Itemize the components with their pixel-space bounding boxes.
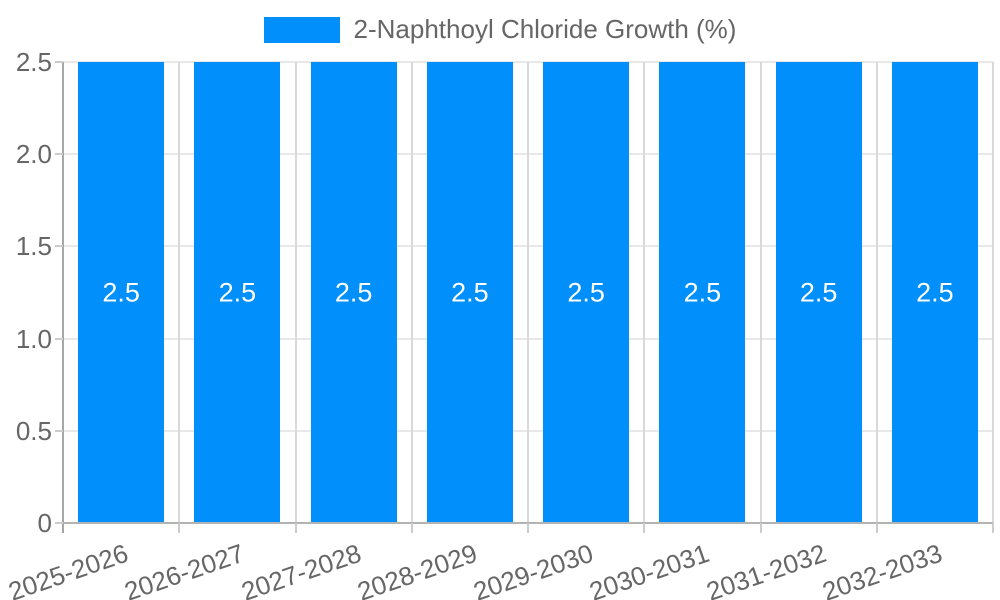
y-tick-mark	[55, 61, 63, 63]
x-tick-mark	[294, 523, 297, 533]
x-tick-mark	[759, 523, 762, 533]
bar[interactable]: 2.5	[659, 62, 746, 523]
y-tick-mark	[55, 153, 63, 156]
bar[interactable]: 2.5	[775, 62, 862, 523]
legend-item[interactable]: 2-Naphthoyl Chloride Growth (%)	[0, 14, 1000, 45]
bar-value-label: 2.5	[334, 277, 373, 307]
vertical-gridline	[410, 62, 413, 523]
bar-value-label: 2.5	[799, 277, 838, 307]
vertical-gridline	[992, 62, 994, 523]
vertical-gridline	[875, 62, 878, 523]
bar-value-label: 2.5	[102, 277, 140, 307]
bar-value-label: 2.5	[567, 277, 605, 307]
legend-label: 2-Naphthoyl Chloride Growth (%)	[353, 14, 737, 44]
bar[interactable]: 2.5	[78, 62, 165, 523]
x-tick-mark	[992, 523, 994, 533]
vertical-gridline	[294, 62, 297, 523]
y-tick-label: 0	[37, 508, 52, 538]
bar-value-label: 2.5	[451, 277, 489, 307]
y-tick-label: 1.5	[15, 231, 52, 262]
x-tick-mark	[527, 523, 529, 533]
y-tick-mark	[55, 522, 63, 524]
y-tick-mark	[55, 245, 63, 248]
bar-value-label: 2.5	[218, 277, 257, 307]
x-tick-mark	[178, 523, 181, 533]
y-tick-label: 1.0	[15, 323, 52, 354]
bar[interactable]: 2.5	[310, 62, 397, 523]
vertical-gridline	[178, 62, 181, 523]
y-tick-mark	[55, 429, 63, 432]
legend-swatch	[263, 16, 340, 43]
y-tick-label: 2.5	[15, 47, 52, 77]
x-tick-mark	[410, 523, 413, 533]
plot-area: 2.5 2.5 2.5 2.5 2.5 2.5 2.5 2.5	[63, 61, 994, 523]
vertical-gridline	[643, 62, 646, 523]
y-tick-mark	[55, 337, 63, 340]
bar-value-label: 2.5	[916, 277, 954, 307]
vertical-gridline	[759, 62, 762, 523]
x-tick-mark	[875, 523, 878, 533]
bar[interactable]: 2.5	[891, 62, 978, 523]
bar-value-label: 2.5	[683, 277, 722, 307]
x-tick-mark	[643, 523, 646, 533]
vertical-gridline	[527, 62, 529, 523]
y-tick-label: 0.5	[15, 415, 52, 446]
bar[interactable]: 2.5	[194, 62, 281, 523]
bar[interactable]: 2.5	[426, 62, 513, 523]
bar[interactable]: 2.5	[543, 62, 630, 523]
y-axis-line	[62, 62, 64, 533]
y-tick-label: 2.0	[15, 139, 52, 170]
